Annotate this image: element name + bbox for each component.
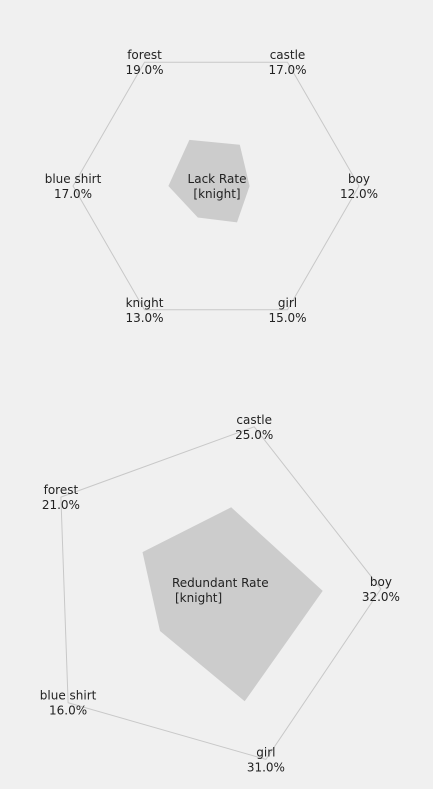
axis-label: blue shirt <box>45 172 102 186</box>
chart-subtitle: [knight] <box>175 591 222 605</box>
value-label: 31.0% <box>247 760 285 774</box>
value-label: 17.0% <box>268 63 306 77</box>
axis-label: castle <box>236 413 272 427</box>
value-label: 12.0% <box>340 187 378 201</box>
chart-title: Lack Rate <box>188 172 247 186</box>
value-label: 16.0% <box>49 704 87 718</box>
radar-frame <box>72 61 360 311</box>
value-label: 15.0% <box>268 311 306 325</box>
value-label: 25.0% <box>235 428 273 442</box>
value-label: 13.0% <box>125 311 163 325</box>
value-label: 17.0% <box>54 187 92 201</box>
value-label: 21.0% <box>42 498 80 512</box>
axis-label: knight <box>126 296 164 310</box>
radar-data-area <box>142 507 323 702</box>
chart-subtitle: [knight] <box>193 187 240 201</box>
axis-label: girl <box>256 745 275 759</box>
radar-data-area <box>168 139 250 223</box>
radar-chart-1: castle17.0%boy12.0%girl15.0%knight13.0%b… <box>45 48 378 325</box>
chart-title: Redundant Rate <box>172 576 269 590</box>
axis-label: forest <box>127 48 162 62</box>
value-label: 19.0% <box>125 63 163 77</box>
axis-label: girl <box>278 296 297 310</box>
axis-label: castle <box>270 48 306 62</box>
axis-label: boy <box>370 575 392 589</box>
radar-frame <box>60 426 382 760</box>
axis-label: blue shirt <box>40 689 97 703</box>
axis-label: forest <box>44 483 79 497</box>
value-label: 32.0% <box>362 590 400 604</box>
axis-label: boy <box>348 172 370 186</box>
